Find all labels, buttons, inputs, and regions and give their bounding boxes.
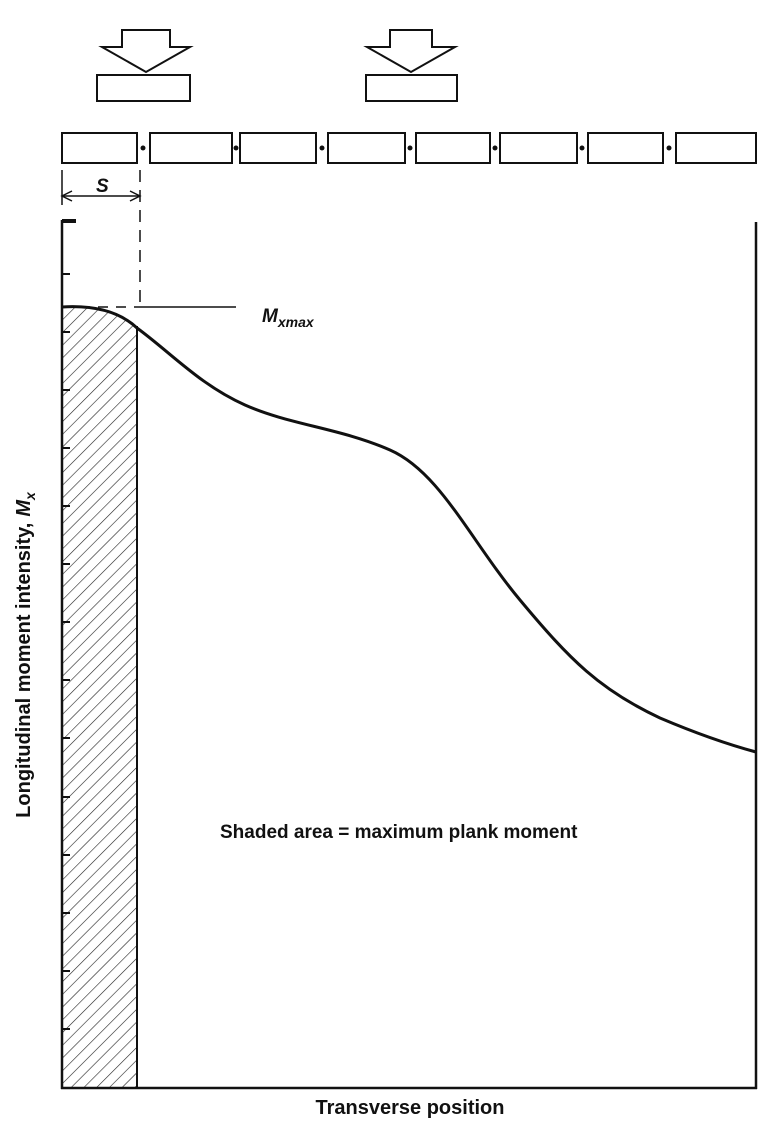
spacing-dimension	[60, 170, 142, 308]
planks	[61, 132, 757, 164]
plank-joints	[140, 145, 672, 151]
symbol: M	[13, 499, 35, 517]
subscript: xmax	[277, 314, 315, 330]
x-axis-label: Transverse position	[316, 1097, 505, 1119]
load-right	[363, 29, 459, 102]
subscript: x	[22, 491, 38, 501]
y-axis-label: Longitudinal moment intensity, Mx	[13, 491, 38, 818]
load-left	[96, 29, 194, 102]
frame	[60, 219, 758, 1090]
note: Shaded area = maximum plank moment	[220, 822, 578, 843]
shaded-area	[62, 306, 137, 1089]
spacing-label: S	[96, 176, 109, 197]
symbol: M	[262, 306, 279, 327]
y-axis-text: Longitudinal moment intensity,	[13, 523, 35, 818]
moment-curve	[61, 305, 757, 754]
y-ticks	[62, 273, 70, 1030]
max-moment-label: Mxmax	[262, 306, 315, 330]
